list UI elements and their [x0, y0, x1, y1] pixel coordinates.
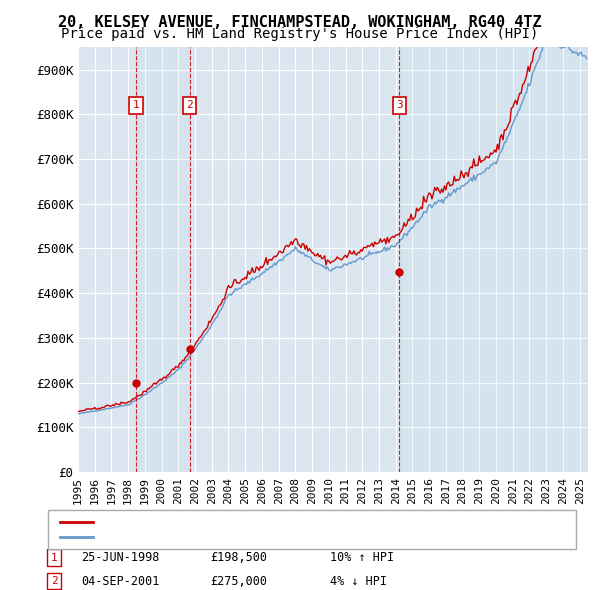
Text: £198,500: £198,500 — [210, 551, 267, 564]
Bar — [399, 47, 588, 472]
Text: 20, KELSEY AVENUE, FINCHAMPSTEAD, WOKINGHAM, RG40 4TZ: 20, KELSEY AVENUE, FINCHAMPSTEAD, WOKING… — [58, 15, 542, 30]
Bar — [136, 47, 190, 472]
Text: Price paid vs. HM Land Registry's House Price Index (HPI): Price paid vs. HM Land Registry's House … — [61, 27, 539, 41]
Text: 04-SEP-2001: 04-SEP-2001 — [81, 575, 160, 588]
Text: £275,000: £275,000 — [210, 575, 267, 588]
Text: HPI: Average price, detached house, Wokingham: HPI: Average price, detached house, Woki… — [96, 532, 377, 542]
Text: 2: 2 — [186, 100, 193, 110]
Text: 4% ↓ HPI: 4% ↓ HPI — [330, 575, 387, 588]
Text: 1: 1 — [133, 100, 140, 110]
Text: 1: 1 — [50, 553, 58, 562]
Text: 3: 3 — [396, 100, 403, 110]
Text: 2: 2 — [50, 576, 58, 586]
Text: 20, KELSEY AVENUE, FINCHAMPSTEAD, WOKINGHAM, RG40 4TZ (detached house): 20, KELSEY AVENUE, FINCHAMPSTEAD, WOKING… — [96, 517, 533, 527]
Text: 25-JUN-1998: 25-JUN-1998 — [81, 551, 160, 564]
Text: 10% ↑ HPI: 10% ↑ HPI — [330, 551, 394, 564]
